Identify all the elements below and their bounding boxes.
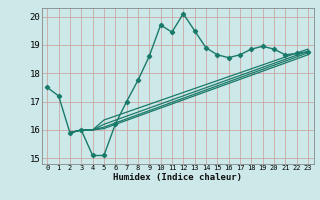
X-axis label: Humidex (Indice chaleur): Humidex (Indice chaleur) <box>113 173 242 182</box>
